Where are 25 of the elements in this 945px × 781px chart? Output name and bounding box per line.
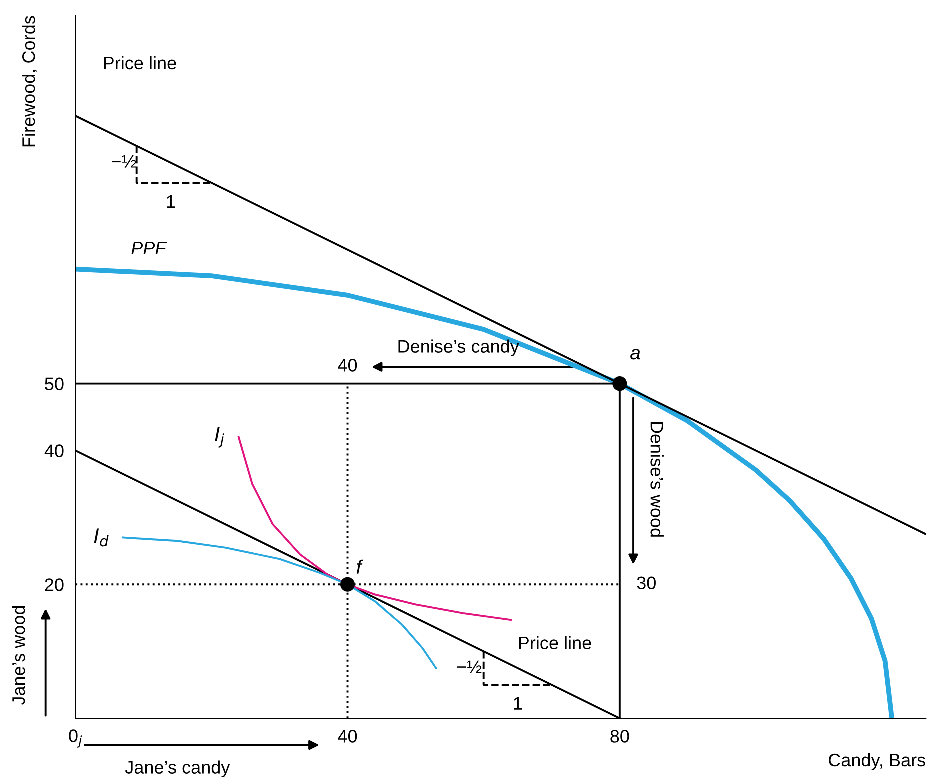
- annotation: 40: [338, 359, 358, 372]
- series-label: I$_{d}$: [94, 528, 109, 547]
- x-tick-label: 40: [338, 730, 358, 743]
- x-tick-label: 0$_{j}$: [69, 730, 82, 748]
- y-tick-label: 50: [45, 378, 64, 391]
- annotation: 1: [167, 196, 175, 208]
- series-label: I$_{j}$: [215, 426, 224, 448]
- series-label: PPF: [132, 242, 168, 254]
- annotation: 1: [514, 697, 522, 710]
- text: Jane’s wood: [12, 606, 26, 705]
- annotation: 30: [637, 576, 656, 590]
- annotation: Denise’s wood: [650, 422, 664, 537]
- x-tick-label: 80: [610, 730, 630, 743]
- y-axis-title: Firewood, Cords: [22, 16, 38, 147]
- annotation: Price line: [519, 636, 592, 650]
- x-axis-title: Candy, Bars: [829, 753, 926, 770]
- annotation: −½: [112, 155, 136, 168]
- annotation: f: [356, 560, 364, 574]
- y-tick-label: 20: [45, 578, 64, 592]
- annotation: a: [630, 349, 640, 360]
- y-tick-label: 40: [44, 444, 64, 458]
- annotation: Price line: [104, 56, 176, 70]
- annotation: −½: [457, 660, 482, 674]
- annotation: Denise’s candy: [398, 340, 520, 357]
- text: Jane’s candy: [125, 760, 230, 778]
